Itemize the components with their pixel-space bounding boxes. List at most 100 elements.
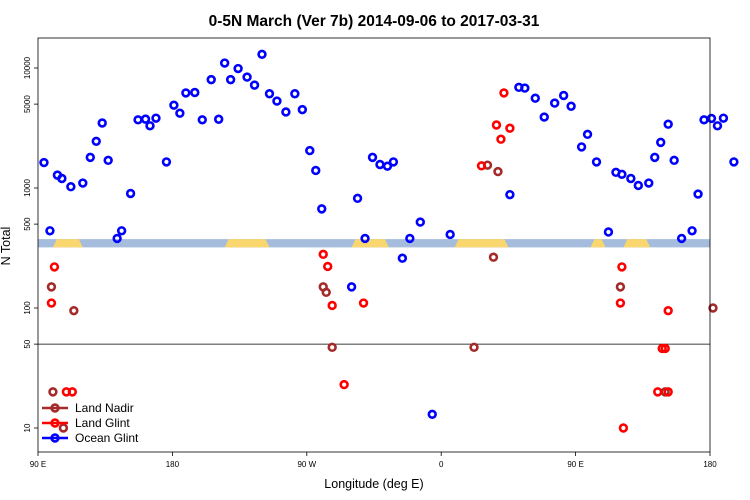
- land-segment: [52, 239, 83, 248]
- land-glint-point: [653, 387, 663, 397]
- land-glint-point: [327, 300, 337, 311]
- ocean-glint-point: [181, 88, 191, 98]
- ocean-glint-point: [125, 188, 136, 199]
- legend-item-ocean-glint: Ocean Glint: [42, 431, 139, 445]
- ocean-glint-point: [663, 119, 673, 129]
- ocean-glint-point: [558, 90, 569, 101]
- land-segment: [224, 239, 270, 248]
- ocean-glint-point: [197, 115, 207, 125]
- land-glint-point: [615, 298, 626, 308]
- ocean-glint-point: [297, 104, 308, 115]
- ocean-glint-point: [45, 226, 55, 236]
- ocean-glint-point: [375, 159, 385, 170]
- x-tick-label: 90 E: [567, 460, 583, 469]
- ocean-glint-point: [617, 169, 627, 180]
- land-nadir-point: [615, 282, 626, 292]
- ocean-glint-point: [116, 226, 127, 236]
- ocean-glint-point: [397, 253, 408, 263]
- x-tick-label: 90 W: [297, 460, 316, 469]
- ocean-glint-point: [712, 121, 723, 131]
- y-tick-label: 10000: [23, 56, 32, 79]
- legend-marker: [50, 418, 60, 428]
- legend-marker: [50, 403, 60, 413]
- y-tick-label: 5000: [23, 95, 32, 113]
- ocean-glint-point: [729, 157, 739, 167]
- ocean-glint-point: [549, 98, 560, 108]
- ocean-glint-point: [388, 157, 399, 167]
- land-nadir-point: [327, 342, 337, 353]
- legend-label: Ocean Glint: [75, 431, 139, 445]
- ocean-glint-point: [718, 113, 729, 123]
- ocean-glint-point: [161, 157, 172, 167]
- ocean-glint-point: [242, 72, 252, 82]
- land-glint-point: [663, 305, 673, 316]
- ocean-glint-point: [305, 145, 315, 156]
- y-tick-label: 10: [23, 423, 32, 432]
- ocean-glint-point: [133, 115, 143, 125]
- ocean-glint-point: [85, 152, 95, 163]
- ocean-glint-point: [405, 233, 415, 244]
- y-axis: 10 50 100 500 1000 5000 10000: [23, 56, 38, 432]
- ocean-glint-point: [576, 142, 587, 152]
- ocean-glint-point: [427, 409, 437, 420]
- y-axis-label: N Total: [0, 227, 13, 266]
- legend-item-land-glint: Land Glint: [42, 416, 130, 430]
- legend-label: Land Nadir: [75, 401, 134, 415]
- ocean-glint-point: [91, 136, 101, 147]
- y-tick-label: 50: [23, 339, 32, 348]
- ocean-glint-point: [281, 107, 291, 117]
- ocean-glint-point: [317, 204, 327, 214]
- legend-marker: [50, 433, 60, 443]
- ocean-glint-point: [97, 118, 107, 128]
- land-glint-point: [663, 387, 673, 397]
- chart-title: 0-5N March (Ver 7b) 2014-09-06 to 2017-0…: [209, 13, 540, 30]
- ocean-glint-point: [656, 137, 666, 148]
- land-nadir-point: [469, 342, 479, 353]
- ocean-glint-point: [693, 189, 703, 199]
- ocean-glint-point: [582, 129, 593, 140]
- land-glint-point: [657, 343, 667, 354]
- land-glint-point: [499, 88, 509, 98]
- land-glint-point: [46, 298, 57, 308]
- land-glint-point: [618, 423, 629, 433]
- ocean-glint-point: [360, 233, 370, 244]
- land-segment: [623, 239, 651, 248]
- ocean-glint-point: [699, 115, 709, 125]
- ocean-glint-point: [57, 173, 67, 184]
- y-tick-label: 100: [23, 301, 32, 315]
- x-tick-label: 180: [166, 460, 180, 469]
- ocean-glint-point: [78, 178, 88, 188]
- ocean-glint-point: [591, 157, 602, 167]
- ocean-glint-point: [530, 93, 540, 103]
- ocean-glint-point: [650, 152, 660, 163]
- land-glint-point: [491, 120, 502, 130]
- y-tick-label: 1000: [23, 179, 32, 197]
- land-glint-point: [496, 134, 506, 144]
- ocean-glint-point: [687, 226, 697, 236]
- ocean-glint-point: [382, 161, 393, 171]
- ocean-glint-point: [520, 83, 530, 93]
- ocean-glint-point: [352, 193, 363, 204]
- land-nadir-point: [58, 423, 69, 433]
- ocean-glint-point: [272, 96, 282, 106]
- x-tick-label: 90 E: [30, 460, 46, 469]
- plot-frame: [37, 37, 711, 453]
- ocean-glint-point: [233, 63, 243, 74]
- land-nadir-point: [321, 287, 331, 298]
- legend-label: Land Glint: [75, 416, 130, 430]
- ocean-glint-point: [257, 49, 267, 60]
- ocean-glint-point: [140, 114, 151, 124]
- ocean-glint-point: [169, 100, 179, 110]
- ocean-glint-point: [190, 87, 200, 98]
- land-segment: [590, 239, 606, 248]
- land-glint-point: [358, 298, 369, 308]
- ocean-glint-point: [415, 217, 425, 227]
- x-tick-label: 0: [439, 460, 444, 469]
- ocean-glint-point: [706, 113, 717, 124]
- land-glint-point: [505, 123, 515, 133]
- ocean-glint-point: [264, 89, 275, 99]
- land-nadir-point: [69, 305, 79, 316]
- x-tick-label: 180: [703, 460, 717, 469]
- land-nadir-point: [48, 387, 58, 397]
